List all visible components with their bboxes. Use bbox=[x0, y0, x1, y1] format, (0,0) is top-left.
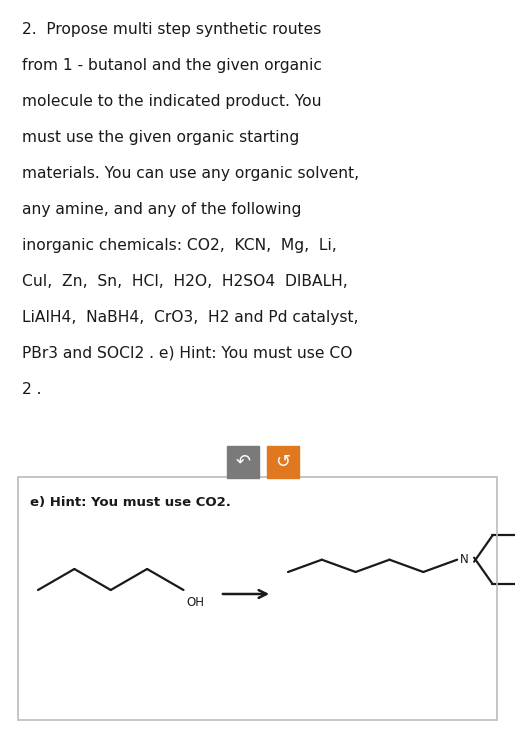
Text: materials. You can use any organic solvent,: materials. You can use any organic solve… bbox=[22, 166, 359, 181]
Text: 2 .: 2 . bbox=[22, 382, 42, 397]
Text: 2.  Propose multi step synthetic routes: 2. Propose multi step synthetic routes bbox=[22, 22, 321, 37]
Text: OH: OH bbox=[186, 596, 204, 609]
Bar bbox=[18, 477, 497, 720]
Text: ↶: ↶ bbox=[235, 453, 251, 471]
Text: PBr3 and SOCI2 . e) Hint: You must use CO: PBr3 and SOCI2 . e) Hint: You must use C… bbox=[22, 346, 352, 361]
Text: N: N bbox=[460, 553, 469, 566]
Text: inorganic chemicals: CO2,  KCN,  Mg,  Li,: inorganic chemicals: CO2, KCN, Mg, Li, bbox=[22, 238, 337, 253]
Text: molecule to the indicated product. You: molecule to the indicated product. You bbox=[22, 94, 321, 109]
Text: e) Hint: You must use CO2.: e) Hint: You must use CO2. bbox=[30, 496, 231, 509]
Text: must use the given organic starting: must use the given organic starting bbox=[22, 130, 299, 145]
Text: from 1 - butanol and the given organic: from 1 - butanol and the given organic bbox=[22, 58, 322, 73]
Text: any amine, and any of the following: any amine, and any of the following bbox=[22, 202, 301, 217]
Bar bbox=[227, 446, 259, 478]
Bar bbox=[267, 446, 299, 478]
Text: CuI,  Zn,  Sn,  HCl,  H2O,  H2SO4  DIBALH,: CuI, Zn, Sn, HCl, H2O, H2SO4 DIBALH, bbox=[22, 274, 348, 289]
Text: ↺: ↺ bbox=[276, 453, 290, 471]
Text: LiAlH4,  NaBH4,  CrO3,  H2 and Pd catalyst,: LiAlH4, NaBH4, CrO3, H2 and Pd catalyst, bbox=[22, 310, 358, 325]
